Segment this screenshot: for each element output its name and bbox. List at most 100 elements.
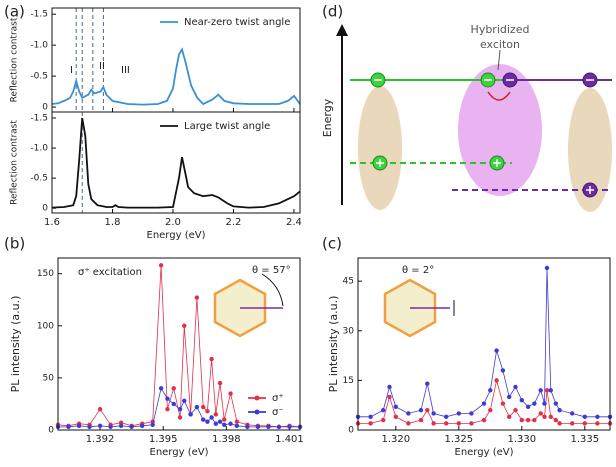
data-point [213,421,219,426]
x-tick-label: 2.4 [286,217,302,228]
legend-marker [254,409,260,415]
data-point [544,265,550,271]
data-point [177,406,183,412]
data-point [381,417,386,423]
x-tick-label: 1.398 [212,434,241,445]
data-point [158,386,164,391]
data-point [393,404,398,410]
data-point [205,419,210,424]
data-point [456,421,461,426]
legend-label: Near-zero twist angle [184,17,290,28]
data-point [368,414,373,419]
data-point [368,421,373,426]
annotation: σ⁺ excitation [78,267,142,278]
data-point [553,417,559,423]
series-line [57,265,301,428]
data-point [525,417,531,423]
x-tick-label: 1.325 [444,434,473,445]
y-tick-label: 50 [43,373,55,383]
data-point [171,401,176,407]
data-point [538,411,543,416]
data-point [165,406,170,412]
hybrid-label: exciton [480,38,520,51]
x-tick-label: 1.320 [381,434,410,445]
y-tick-label: -0.5 [30,72,48,82]
y-tick-label: -1.0 [30,144,48,154]
data-point [387,384,392,390]
series-line [51,117,301,209]
data-point [494,348,499,353]
data-point [469,411,474,416]
y-axis-title: Reflection contrast [10,120,20,205]
data-point [582,421,587,426]
annotation: θ = 57° [252,265,291,276]
data-point [209,415,214,420]
data-point [108,424,113,430]
data-point [381,407,386,413]
data-point [97,406,103,412]
y-tick-label: 45 [343,277,354,287]
data-point [542,414,547,419]
data-point [481,401,487,406]
data-point [548,388,553,393]
data-point [97,423,103,429]
data-point [595,414,600,419]
data-point [532,401,537,406]
exciton-ellipse [358,86,402,210]
data-point [418,417,424,423]
x-tick-label: 2.2 [226,217,242,228]
x-tick-label: 1.335 [570,434,599,445]
annotation: III [121,65,130,76]
x-tick-label: 1.6 [44,217,60,228]
data-point [182,323,187,328]
y-tick-label: 100 [37,321,54,331]
data-point [139,423,145,429]
data-point [222,422,227,427]
y-tick-label: 15 [343,376,354,386]
data-point [217,380,223,386]
data-point [118,423,124,429]
data-point [87,424,92,430]
data-point [494,378,499,383]
charge-signs [374,79,594,194]
hybrid-ellipse [458,64,542,196]
data-point [595,421,600,426]
y-tick-label: -1.0 [30,41,48,51]
data-point [387,394,392,400]
panel-label: (a) [4,3,25,21]
data-point [513,407,518,413]
data-point [513,384,518,390]
plot-frame [357,257,611,431]
data-point [158,263,164,268]
data-point [76,423,82,429]
x-tick-label: 1.8 [105,217,121,228]
data-point [469,421,474,426]
plot-frame [57,257,301,431]
data-point [217,419,223,424]
data-point [393,414,398,419]
panel-label: (d) [322,3,343,21]
data-point [431,411,436,416]
data-point [406,411,411,416]
coupling-arrow [487,91,511,101]
x-tick-label: 1.330 [507,434,536,445]
x-tick-label: 1.392 [86,434,115,445]
data-point [194,404,200,410]
y-axis-title: PL intensity (a.u.) [327,296,340,393]
data-point [129,424,134,430]
data-point [194,295,200,300]
data-point [228,421,233,426]
data-point [570,411,575,416]
data-point [507,414,512,419]
data-point [525,404,531,410]
y-tick-label: -1.5 [30,114,48,124]
data-point [234,423,240,429]
annotation: I [70,65,73,76]
inset-57 [213,273,284,338]
arrow-head [336,24,348,36]
energy-label: Energy [321,98,334,137]
data-point [500,368,506,373]
data-point [456,411,461,416]
inset-2 [383,278,455,338]
data-point [182,398,187,404]
